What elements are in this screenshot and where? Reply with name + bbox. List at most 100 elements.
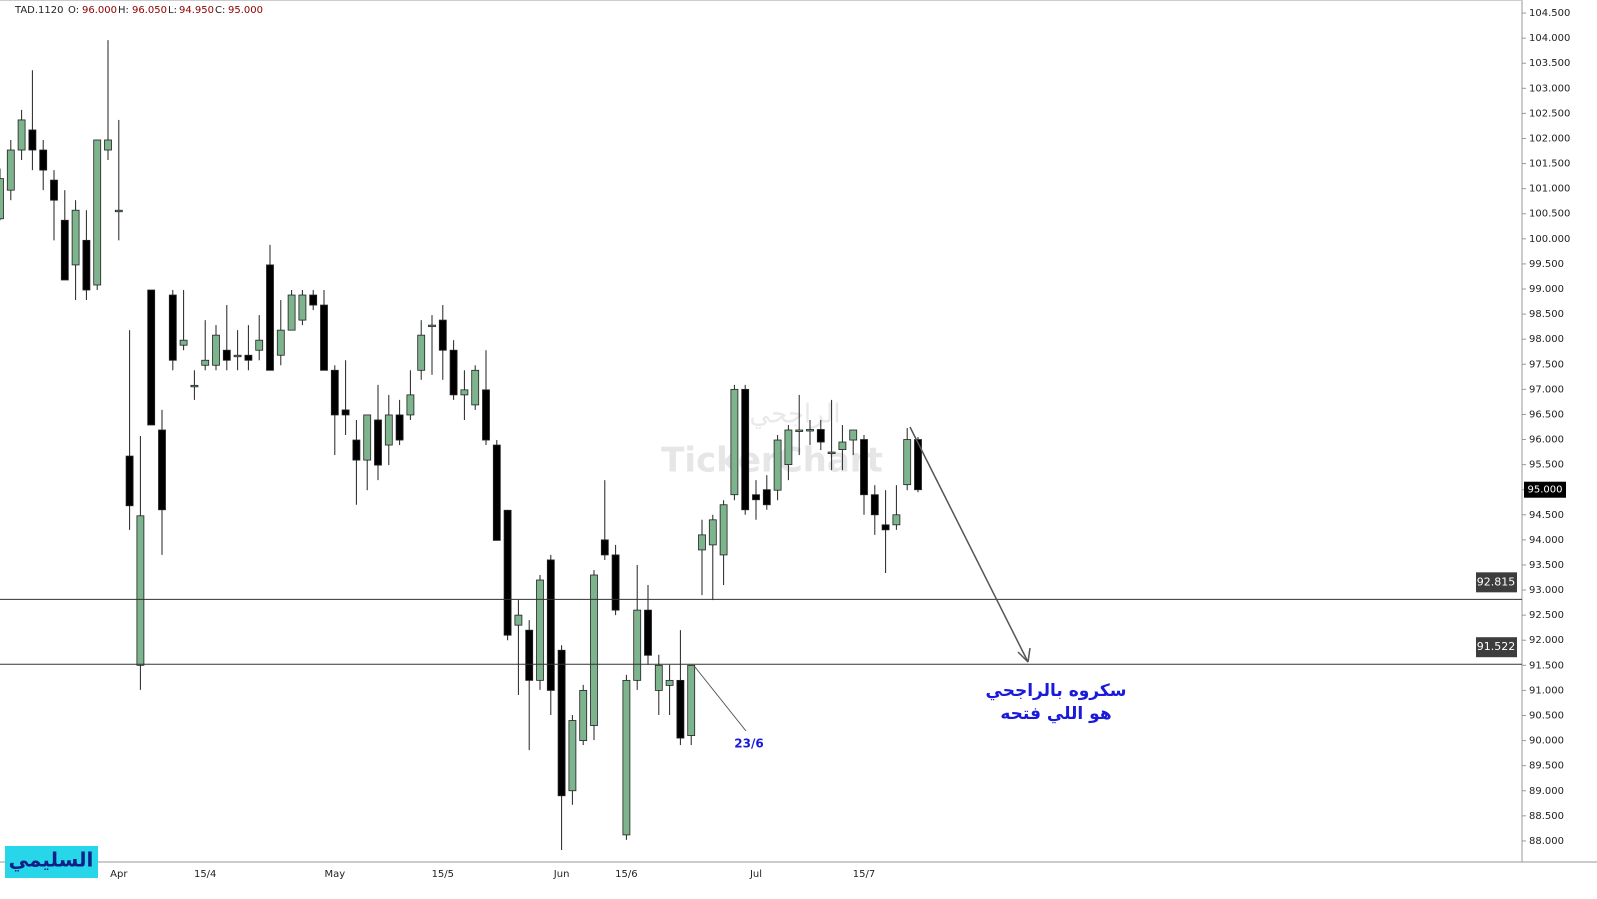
candle-body	[622, 679, 631, 836]
y-tick-label: 104.000	[1529, 33, 1570, 44]
y-tick-label: 95.500	[1529, 460, 1564, 471]
y-tick-label: 99.000	[1529, 284, 1564, 295]
candle-body	[806, 429, 814, 432]
y-tick-label: 93.000	[1529, 585, 1564, 596]
candle-body	[266, 264, 274, 371]
symbol: TAD.1120	[14, 5, 64, 16]
candle-body	[665, 679, 674, 686]
candle-body	[654, 664, 663, 691]
candle-body	[309, 294, 318, 306]
candle-body	[741, 388, 750, 511]
y-tick-label: 104.500	[1529, 8, 1570, 19]
candle-body	[881, 524, 890, 531]
y-tick-label: 92.500	[1529, 610, 1564, 621]
y-tick-label: 94.500	[1529, 510, 1564, 521]
x-tick-label: Jun	[553, 869, 570, 880]
candle-body	[168, 294, 177, 361]
candle-body	[892, 514, 901, 526]
x-tick-label: 15/5	[432, 869, 454, 880]
candle-body	[17, 119, 26, 151]
y-tick-label: 103.000	[1529, 83, 1570, 94]
y-tick-label: 89.000	[1529, 786, 1564, 797]
watermark: TickerChart	[661, 441, 883, 481]
candle-body	[903, 439, 912, 486]
author-badge	[5, 846, 98, 878]
candle-body	[503, 509, 512, 636]
candle-body	[795, 429, 804, 432]
pointer-line	[694, 666, 747, 732]
candle-body	[460, 389, 469, 396]
candle-body	[363, 414, 372, 461]
header: TAD.1120 O: 96.000 H: 96.050 L: 94.950 C…	[14, 5, 263, 16]
candle-body	[579, 690, 588, 741]
candle-body	[190, 384, 199, 388]
candle-body	[633, 609, 642, 681]
candle-body	[482, 389, 490, 441]
candle-body	[849, 429, 858, 441]
candle-body	[773, 439, 782, 491]
candle-body	[201, 359, 210, 366]
x-tick-label: Apr	[110, 869, 128, 880]
candle-body	[428, 324, 436, 328]
candle-body	[514, 614, 523, 626]
candle-body	[374, 419, 382, 466]
candle-body	[752, 494, 760, 501]
candle-body	[762, 489, 771, 506]
candle-body	[158, 429, 166, 511]
header-value: 96.000	[82, 5, 117, 16]
y-tick-label: 92.000	[1529, 635, 1564, 646]
candle-body	[838, 441, 847, 450]
arrow-head	[1017, 647, 1031, 663]
candle-body	[50, 179, 58, 201]
candle-body	[611, 554, 620, 611]
level-tag	[1476, 637, 1517, 658]
y-tick-label: 102.000	[1529, 133, 1570, 144]
candle-body	[212, 334, 220, 366]
candle-body	[233, 354, 242, 358]
y-tick-label: 97.500	[1529, 359, 1564, 370]
header-field: H:	[118, 5, 129, 16]
candle-body	[417, 334, 426, 371]
y-tick-label: 90.500	[1529, 710, 1564, 721]
y-tick-label: 97.000	[1529, 384, 1564, 395]
candle-body	[341, 409, 350, 416]
y-tick-label: 102.500	[1529, 108, 1570, 119]
y-tick-label: 96.000	[1529, 435, 1564, 446]
candle-body	[320, 304, 328, 371]
candle-body	[179, 339, 188, 346]
candle-body	[708, 519, 717, 546]
y-tick-label: 90.000	[1529, 736, 1564, 747]
y-tick-label: 89.500	[1529, 761, 1564, 772]
y-tick-label: 88.500	[1529, 811, 1564, 822]
candle-body	[914, 439, 922, 491]
candle-body	[676, 679, 685, 739]
candle-body	[719, 504, 728, 556]
candle-body	[255, 339, 264, 351]
candle-body	[136, 515, 145, 666]
arrow	[909, 426, 1029, 663]
y-tick-label: 93.500	[1529, 560, 1564, 571]
candle-body	[28, 129, 37, 151]
x-tick-label: Jul	[749, 869, 762, 880]
date-note: 23/6	[734, 737, 763, 751]
candle-body	[492, 444, 501, 541]
y-tick-label: 99.500	[1529, 259, 1564, 270]
candle-body	[114, 209, 123, 213]
comment: هو اللي فتحه	[1000, 704, 1111, 724]
x-tick-label: 15/4	[194, 869, 216, 880]
candle-body	[93, 139, 102, 286]
candle-body	[395, 414, 404, 441]
candle-body	[557, 649, 566, 797]
header-field: C:	[215, 5, 225, 16]
level-label: 91.522	[1477, 640, 1516, 653]
candle-body	[730, 388, 739, 496]
candle-body	[125, 455, 134, 507]
y-tick-label: 101.500	[1529, 159, 1570, 170]
y-tick-label: 100.500	[1529, 209, 1570, 220]
y-tick-label: 94.000	[1529, 535, 1564, 546]
candle-body	[471, 369, 480, 406]
candle-body	[147, 289, 156, 426]
candle-body	[287, 294, 296, 331]
